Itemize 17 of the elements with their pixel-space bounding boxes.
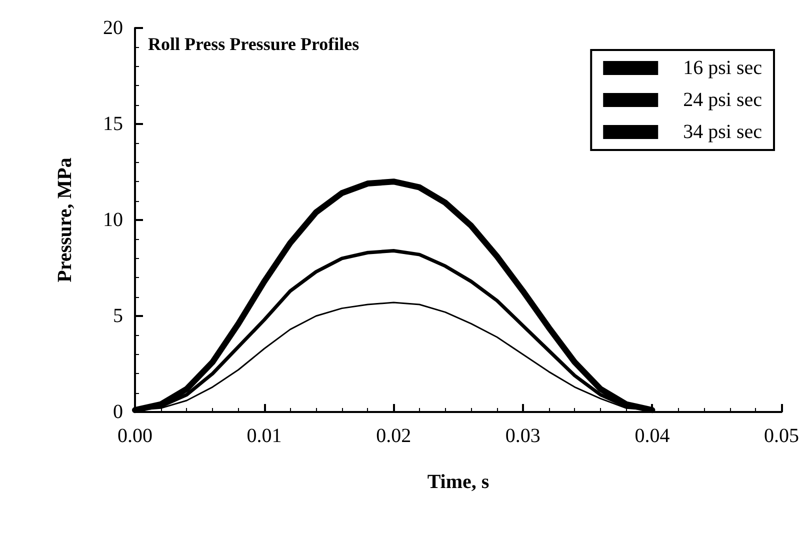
y-axis-title: Pressure, MPa [54, 158, 76, 282]
legend-label: 16 psi sec [683, 57, 762, 79]
y-tick-label: 20 [103, 17, 123, 39]
legend-label: 24 psi sec [683, 89, 762, 111]
x-tick-label: 0.01 [246, 425, 282, 447]
x-tick-label: 0.03 [505, 425, 540, 447]
y-tick-label: 5 [113, 305, 123, 327]
x-axis-title: Time, s [427, 471, 490, 493]
x-tick-label: 0.05 [764, 425, 799, 447]
y-tick-label: 15 [103, 113, 123, 135]
y-tick-label: 10 [103, 209, 123, 231]
chart-title: Roll Press Pressure Profiles [148, 34, 360, 54]
y-tick-label: 0 [113, 401, 123, 423]
legend-label: 34 psi sec [683, 121, 762, 143]
x-tick-label: 0.04 [634, 425, 670, 447]
x-tick-label: 0.00 [118, 425, 152, 447]
x-tick-label: 0.02 [376, 425, 412, 447]
